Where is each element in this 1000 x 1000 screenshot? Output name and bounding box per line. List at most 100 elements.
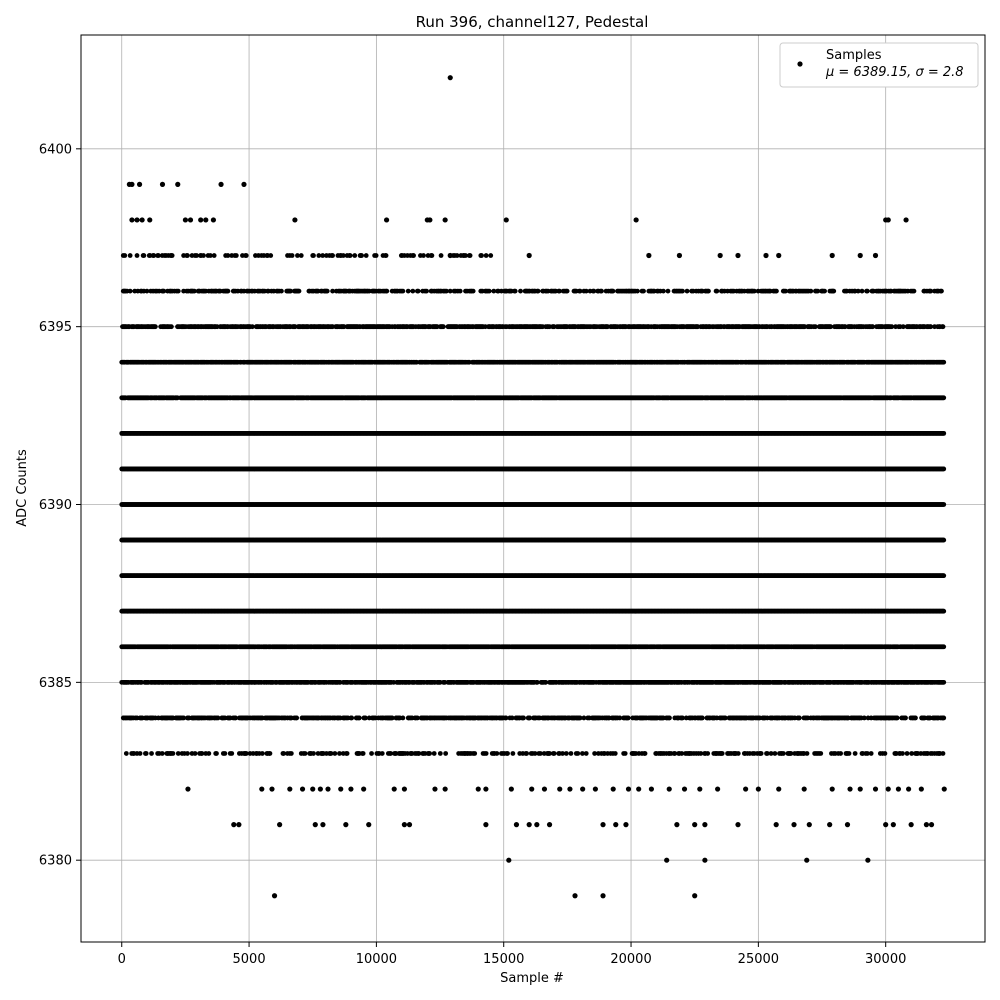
data-point bbox=[642, 751, 648, 756]
data-point bbox=[505, 751, 510, 756]
data-point bbox=[483, 751, 489, 756]
data-point bbox=[758, 751, 764, 756]
data-point bbox=[311, 751, 316, 756]
data-point bbox=[780, 751, 786, 756]
data-point bbox=[788, 751, 794, 756]
data-point bbox=[818, 751, 824, 756]
data-point bbox=[909, 751, 915, 756]
data-point bbox=[537, 751, 543, 756]
data-point bbox=[192, 751, 198, 756]
data-point bbox=[846, 751, 852, 756]
data-point bbox=[181, 715, 187, 721]
data-point bbox=[719, 751, 725, 756]
data-point bbox=[560, 751, 565, 756]
data-point bbox=[796, 715, 802, 721]
data-point bbox=[137, 751, 143, 756]
data-point bbox=[532, 751, 538, 756]
data-point bbox=[215, 715, 221, 721]
data-point bbox=[941, 644, 947, 650]
data-point bbox=[288, 751, 294, 756]
data-point bbox=[328, 751, 334, 756]
data-point bbox=[768, 751, 774, 756]
data-point bbox=[159, 751, 165, 756]
data-point bbox=[360, 751, 366, 756]
data-point bbox=[583, 751, 589, 756]
data-point bbox=[864, 751, 870, 756]
data-point bbox=[882, 751, 888, 756]
data-point bbox=[903, 715, 908, 721]
data-points bbox=[119, 75, 947, 899]
data-point bbox=[143, 751, 149, 756]
data-point bbox=[940, 751, 946, 756]
data-point bbox=[563, 751, 569, 756]
data-point bbox=[941, 679, 947, 685]
data-point bbox=[580, 751, 585, 756]
data-point bbox=[431, 751, 437, 756]
data-point bbox=[472, 751, 478, 756]
data-point bbox=[356, 715, 362, 721]
data-point bbox=[229, 751, 235, 756]
data-point bbox=[123, 751, 129, 756]
data-point bbox=[214, 751, 219, 756]
data-point bbox=[369, 751, 374, 756]
data-point bbox=[337, 751, 342, 756]
data-point bbox=[400, 715, 406, 721]
data-point bbox=[379, 751, 385, 756]
data-point bbox=[698, 751, 704, 756]
data-point bbox=[941, 608, 947, 614]
data-point bbox=[524, 751, 530, 756]
data-point bbox=[243, 751, 249, 756]
data-point bbox=[804, 751, 810, 756]
data-point bbox=[568, 751, 574, 756]
data-point bbox=[622, 751, 628, 756]
data-point bbox=[199, 751, 205, 756]
data-point bbox=[302, 751, 308, 756]
data-point bbox=[344, 751, 350, 756]
data-point bbox=[494, 751, 500, 756]
data-point bbox=[294, 715, 300, 721]
data-point bbox=[904, 751, 910, 756]
data-point bbox=[185, 751, 190, 756]
data-point bbox=[941, 715, 947, 721]
data-point bbox=[363, 715, 368, 721]
data-point bbox=[913, 715, 918, 721]
data-point bbox=[332, 751, 338, 756]
data-point bbox=[267, 751, 273, 756]
data-point bbox=[281, 751, 287, 756]
data-point bbox=[521, 715, 526, 721]
data-point bbox=[592, 751, 598, 756]
data-point bbox=[735, 751, 741, 756]
data-point bbox=[900, 751, 905, 756]
data-point bbox=[575, 751, 581, 756]
data-point bbox=[625, 715, 631, 721]
chart-title: Run 396, channel127, Pedestal bbox=[416, 13, 649, 31]
data-point bbox=[894, 715, 900, 721]
data-point bbox=[772, 751, 778, 756]
data-point bbox=[852, 751, 858, 756]
data-point bbox=[679, 751, 685, 756]
data-point bbox=[547, 751, 552, 756]
data-point bbox=[667, 715, 672, 721]
data-point bbox=[699, 715, 705, 721]
data-point bbox=[838, 751, 844, 756]
data-point bbox=[551, 751, 557, 756]
data-point bbox=[349, 715, 355, 721]
data-point bbox=[427, 751, 433, 756]
data-point bbox=[206, 751, 212, 756]
data-point bbox=[416, 751, 422, 756]
data-point bbox=[388, 751, 394, 756]
data-point bbox=[175, 751, 181, 756]
data-point bbox=[941, 573, 947, 579]
data-point bbox=[868, 751, 874, 756]
data-point bbox=[259, 751, 265, 756]
data-point bbox=[510, 751, 516, 756]
data-point bbox=[222, 751, 228, 756]
data-point bbox=[170, 751, 176, 756]
data-point bbox=[764, 751, 770, 756]
data-point bbox=[233, 715, 238, 721]
data-point bbox=[149, 751, 154, 756]
data-point bbox=[612, 751, 618, 756]
data-point bbox=[672, 751, 678, 756]
